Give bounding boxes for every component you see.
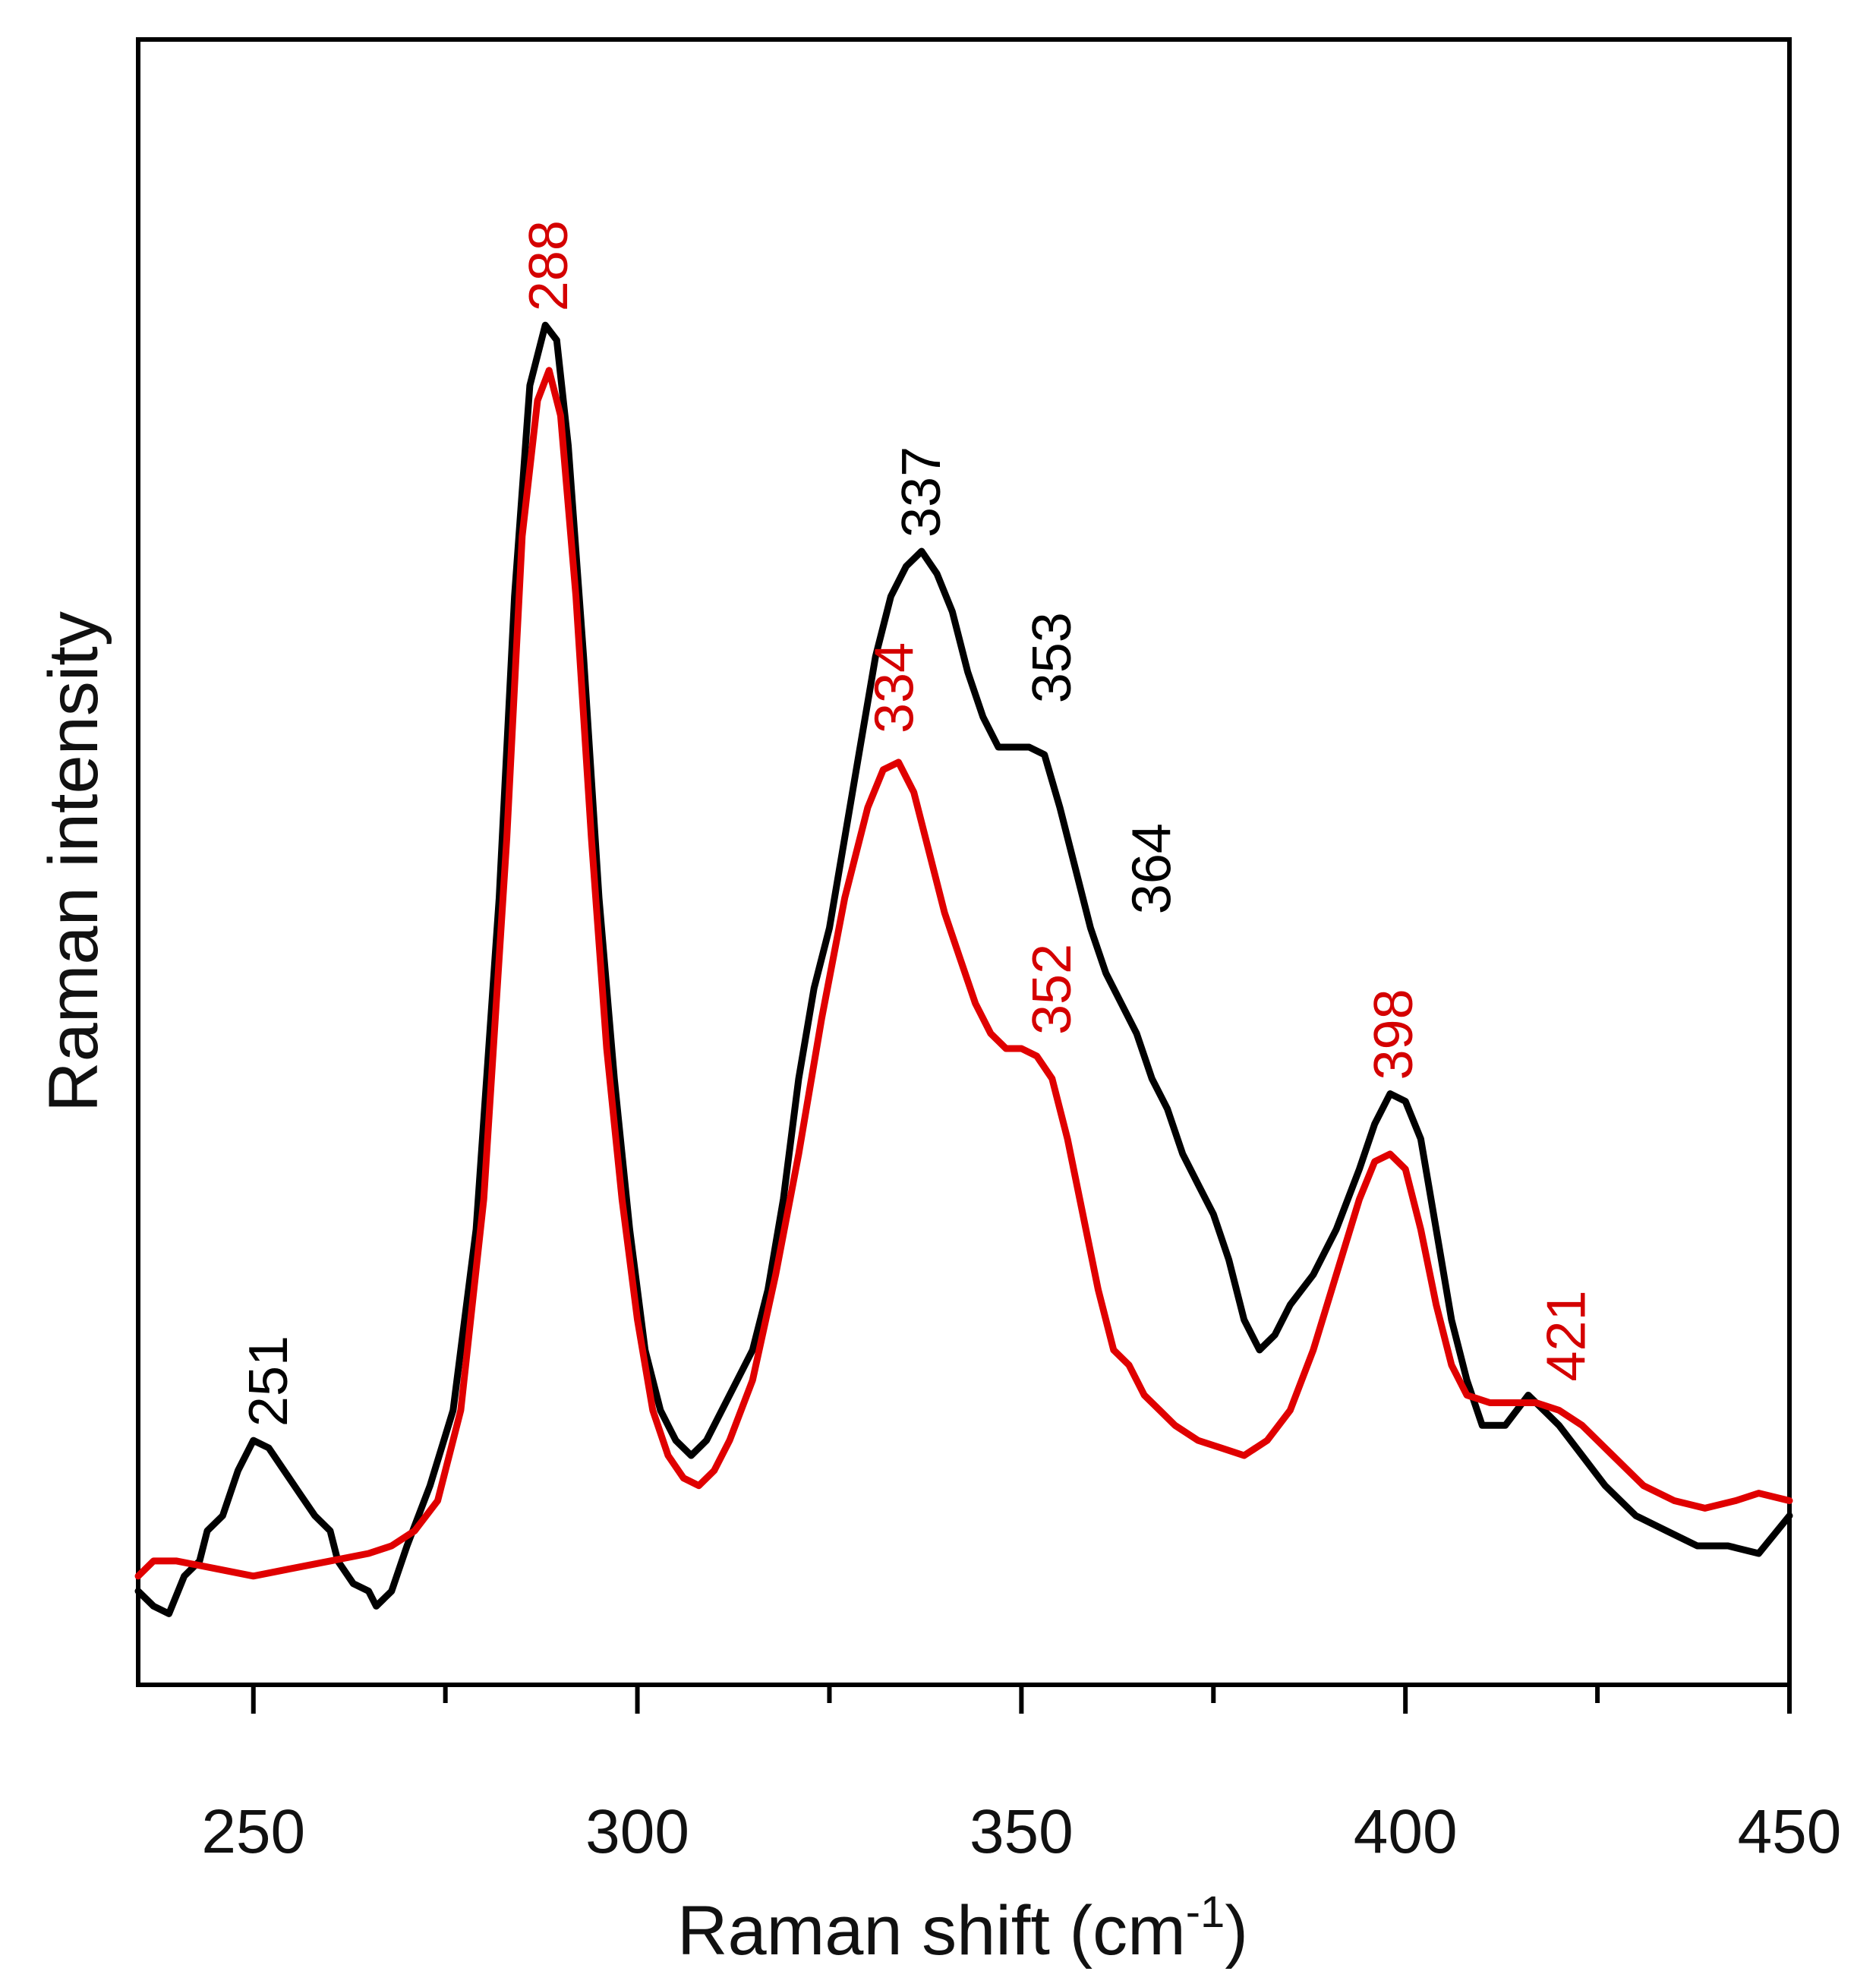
peak-label-288: 288 xyxy=(519,220,579,311)
peak-label-352: 352 xyxy=(1022,944,1083,1035)
x-tick-label: 350 xyxy=(970,1797,1074,1866)
red-spectrum-line xyxy=(134,367,1793,1580)
peak-label-337: 337 xyxy=(891,446,952,538)
plot-frame xyxy=(136,37,1792,1687)
x-tick-label: 300 xyxy=(585,1797,689,1866)
x-tick-label: 400 xyxy=(1354,1797,1458,1866)
peak-label-353: 353 xyxy=(1022,612,1083,703)
x-tick-label: 450 xyxy=(1738,1797,1842,1866)
peak-label-421: 421 xyxy=(1537,1290,1597,1381)
x-axis-title: Raman shift (cm-1) xyxy=(677,1888,1248,1970)
x-tick-label: 250 xyxy=(201,1797,305,1866)
peak-annotations: 251 288 337 353 334 364 352 398 421 xyxy=(238,220,1597,1427)
peak-label-334: 334 xyxy=(865,642,925,733)
series-layer xyxy=(134,321,1793,1617)
x-axis-ticks xyxy=(251,1685,1792,1714)
peak-label-364: 364 xyxy=(1121,823,1182,914)
peak-label-398: 398 xyxy=(1364,989,1424,1080)
x-axis-tick-labels: 250 300 350 400 450 xyxy=(201,1797,1841,1866)
y-axis-title: Raman intensity xyxy=(35,611,112,1112)
peak-label-251: 251 xyxy=(238,1336,299,1427)
black-spectrum-line xyxy=(134,321,1793,1617)
